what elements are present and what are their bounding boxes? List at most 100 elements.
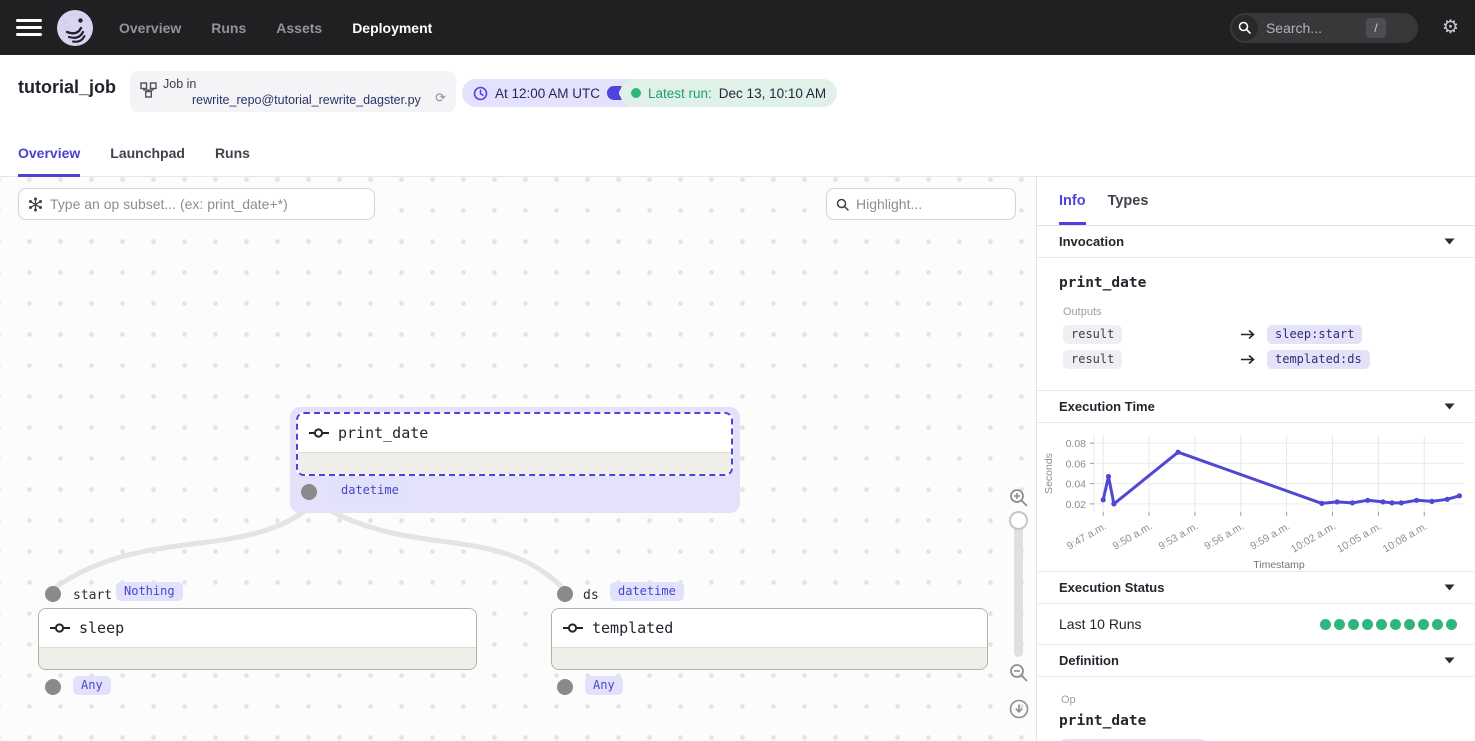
type-badge-nothing[interactable]: Nothing: [116, 582, 183, 601]
latest-run-label: Latest run:: [648, 85, 712, 101]
section-title: Definition: [1059, 653, 1119, 668]
latest-run-badge[interactable]: Latest run: Dec 13, 10:10 AM: [620, 79, 838, 107]
input-port[interactable]: [45, 586, 61, 602]
chevron-down-icon: [1444, 584, 1455, 591]
topbar: Overview Runs Assets Deployment / ⚙: [0, 0, 1475, 55]
tab-runs[interactable]: Runs: [214, 145, 250, 161]
reload-icon[interactable]: ⟳: [435, 90, 446, 105]
svg-text:0.04: 0.04: [1066, 479, 1087, 491]
section-header-execution-status[interactable]: Execution Status: [1037, 572, 1475, 604]
svg-text:10:02 a.m.: 10:02 a.m.: [1289, 520, 1338, 555]
latest-run-value: Dec 13, 10:10 AM: [718, 85, 827, 101]
op-node-print-date[interactable]: print_date: [296, 412, 733, 476]
op-selector-icon: [29, 197, 42, 211]
type-badge-datetime[interactable]: datetime: [610, 582, 684, 601]
nav-item-runs[interactable]: Runs: [211, 19, 247, 36]
op-graph-canvas[interactable]: print_date datetime start Nothing sleep …: [0, 177, 1036, 741]
zoom-slider-knob[interactable]: [1009, 511, 1028, 530]
svg-text:Timestamp: Timestamp: [1253, 559, 1305, 571]
last-10-runs-label: Last 10 Runs: [1059, 616, 1142, 632]
recenter-icon[interactable]: [1009, 699, 1029, 719]
global-search[interactable]: /: [1229, 12, 1418, 43]
op-subset-filter: [18, 188, 375, 220]
output-mapping-row: result templated:ds: [1063, 350, 1453, 369]
svg-text:9:56 a.m.: 9:56 a.m.: [1202, 520, 1246, 552]
svg-text:9:53 a.m.: 9:53 a.m.: [1156, 520, 1200, 552]
section-title: Invocation: [1059, 234, 1125, 249]
highlight-search: [826, 188, 1016, 220]
schedule-label: At 12:00 AM UTC: [495, 85, 601, 101]
input-port[interactable]: [557, 586, 573, 602]
arrow-right-icon: [1241, 354, 1255, 365]
schedule-badge[interactable]: At 12:00 AM UTC: [462, 79, 643, 107]
op-node-sleep[interactable]: sleep: [38, 608, 477, 670]
svg-text:9:47 a.m.: 9:47 a.m.: [1065, 520, 1109, 552]
zoom-in-icon[interactable]: [1009, 488, 1028, 507]
tab-overview[interactable]: Overview: [18, 130, 81, 177]
page-title: tutorial_job: [18, 77, 116, 97]
nav-item-overview[interactable]: Overview: [119, 19, 182, 36]
run-status-dots[interactable]: [1320, 618, 1457, 630]
panel-tab-types[interactable]: Types: [1107, 193, 1149, 209]
section-header-definition[interactable]: Definition: [1037, 645, 1475, 677]
tab-launchpad[interactable]: Launchpad: [110, 145, 185, 161]
job-header: tutorial_job Job in rewrite_repo@tutoria…: [0, 55, 1475, 130]
type-badge-datetime[interactable]: datetime: [333, 481, 407, 500]
search-input[interactable]: [1265, 19, 1366, 36]
section-header-invocation[interactable]: Invocation: [1037, 226, 1475, 258]
svg-text:9:59 a.m.: 9:59 a.m.: [1248, 520, 1292, 552]
zoom-out-icon[interactable]: [1009, 663, 1028, 682]
chevron-down-icon: [1444, 403, 1455, 410]
output-name-badge: result: [1063, 350, 1123, 369]
menu-icon[interactable]: [16, 19, 42, 36]
svg-text:0.08: 0.08: [1066, 438, 1087, 450]
downstream-input-badge[interactable]: templated:ds: [1267, 350, 1370, 369]
chevron-down-icon: [1444, 657, 1455, 664]
clipped-type-badge: [1059, 739, 1207, 741]
svg-text:10:08 a.m.: 10:08 a.m.: [1381, 520, 1430, 555]
highlight-input[interactable]: [856, 196, 1006, 212]
output-port[interactable]: [557, 679, 573, 695]
op-details-panel: Info Types Invocation print_date Outputs…: [1036, 177, 1475, 741]
op-label: Op: [1061, 694, 1076, 706]
zoom-slider-track[interactable]: [1014, 517, 1023, 657]
last-10-runs-row: Last 10 Runs: [1037, 604, 1475, 645]
type-badge-any[interactable]: Any: [585, 676, 623, 695]
outputs-label: Outputs: [1063, 306, 1102, 318]
output-port[interactable]: [45, 679, 61, 695]
search-shortcut-key: /: [1365, 17, 1386, 38]
job-in-label: Job in: [163, 77, 197, 91]
repo-link[interactable]: rewrite_repo@tutorial_rewrite_dagster.py: [192, 93, 421, 107]
dagster-logo-icon[interactable]: [57, 9, 93, 46]
panel-tab-info[interactable]: Info: [1059, 193, 1086, 225]
op-node-title: templated: [592, 619, 674, 637]
nav-item-assets[interactable]: Assets: [276, 19, 323, 36]
nav-item-deployment[interactable]: Deployment: [352, 19, 433, 36]
settings-gear-icon[interactable]: ⚙: [1441, 17, 1459, 38]
job-origin-badge: Job in rewrite_repo@tutorial_rewrite_dag…: [130, 71, 456, 112]
type-badge-any[interactable]: Any: [73, 676, 111, 695]
svg-text:Seconds: Seconds: [1043, 453, 1055, 494]
definition-content: Op print_date: [1037, 677, 1475, 741]
op-node-title: print_date: [338, 424, 429, 442]
clock-icon: [473, 86, 488, 100]
output-port[interactable]: [301, 484, 317, 500]
invocation-content: print_date Outputs result sleep:start re…: [1037, 258, 1475, 391]
job-tabs: Overview Launchpad Runs: [0, 130, 1475, 177]
op-icon: [563, 623, 583, 633]
job-graph-icon: [140, 82, 157, 98]
op-node-templated[interactable]: templated: [551, 608, 988, 670]
search-icon: [836, 198, 849, 211]
chevron-down-icon: [1444, 238, 1455, 245]
downstream-input-badge[interactable]: sleep:start: [1267, 325, 1363, 344]
svg-text:0.06: 0.06: [1066, 458, 1087, 470]
arrow-right-icon: [1241, 329, 1255, 340]
op-icon: [309, 428, 329, 438]
svg-text:10:05 a.m.: 10:05 a.m.: [1335, 520, 1384, 555]
section-header-execution-time[interactable]: Execution Time: [1037, 391, 1475, 423]
svg-text:9:50 a.m.: 9:50 a.m.: [1111, 520, 1155, 552]
op-subset-input[interactable]: [50, 196, 365, 212]
section-title: Execution Time: [1059, 399, 1155, 414]
input-name: start: [73, 588, 113, 603]
